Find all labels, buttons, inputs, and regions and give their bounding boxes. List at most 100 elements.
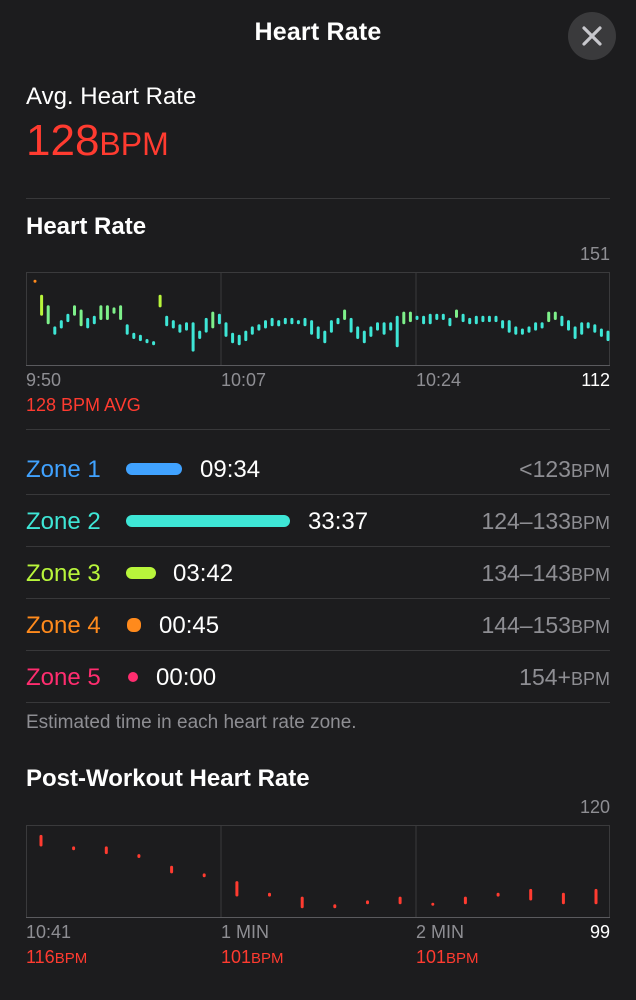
chart-bar xyxy=(463,896,467,905)
chart-bar xyxy=(217,313,221,325)
chart-bar xyxy=(329,320,333,333)
zone-bar xyxy=(126,463,182,475)
chart-bar xyxy=(343,309,347,320)
chart-bar xyxy=(527,326,531,333)
chart-bar xyxy=(428,313,432,325)
chart-bar xyxy=(119,305,123,320)
zone-range-unit: BPM xyxy=(570,617,610,637)
chart-bar xyxy=(72,846,76,851)
chart-bar xyxy=(468,317,472,325)
chart-bar xyxy=(448,317,452,327)
chart-bar xyxy=(237,334,241,346)
post-sub-unit: BPM xyxy=(251,950,284,967)
chart-bar xyxy=(362,330,366,344)
zone-row-4: Zone 4 00:45 144–153BPM xyxy=(26,599,610,651)
zone-row-2: Zone 2 33:37 124–133BPM xyxy=(26,495,610,547)
post-sub-unit: BPM xyxy=(446,950,479,967)
chart-bar xyxy=(376,322,379,331)
chart-bar xyxy=(349,317,353,333)
chart-bar xyxy=(336,317,340,325)
chart-bar xyxy=(178,324,182,333)
divider xyxy=(26,650,610,651)
chart-bar xyxy=(170,865,174,874)
chart-bar xyxy=(244,330,248,342)
chart-bar xyxy=(573,326,577,339)
chart-bar xyxy=(231,332,235,344)
zone-range: 134–143BPM xyxy=(481,560,610,587)
chart-bar xyxy=(296,320,300,325)
chart-bar xyxy=(398,896,402,905)
close-button[interactable] xyxy=(568,12,616,60)
zone-range: <123BPM xyxy=(519,456,610,483)
divider xyxy=(26,598,610,599)
chart-bar xyxy=(389,322,393,331)
post-workout-chart-title: Post-Workout Heart Rate xyxy=(26,765,310,792)
zone-row-1: Zone 1 09:34 <123BPM xyxy=(26,443,610,495)
divider xyxy=(26,198,610,199)
chart-bar xyxy=(277,320,281,327)
chart-bar xyxy=(39,834,43,847)
zone-name: Zone 5 xyxy=(26,664,101,691)
post-sub-unit: BPM xyxy=(54,950,88,967)
chart-bar xyxy=(73,305,76,316)
chart-bar xyxy=(461,313,465,323)
hr-avg-label: 128 BPM AVG xyxy=(26,395,141,415)
chart-bar xyxy=(431,902,435,906)
chart-bar xyxy=(560,315,564,327)
chart-bar xyxy=(40,294,44,316)
chart-bar xyxy=(580,322,584,335)
chart-bar xyxy=(316,326,320,339)
post-y-max-label: 120 xyxy=(579,797,610,817)
chart-bar xyxy=(53,326,57,335)
zone-range-value: <123 xyxy=(519,456,571,482)
divider xyxy=(26,494,610,495)
zone-bar xyxy=(127,618,141,632)
hr-y-max-label: 151 xyxy=(579,244,610,264)
chart-bar xyxy=(514,326,518,335)
post-y-min-label: 99 xyxy=(589,922,610,942)
chart-bar xyxy=(561,892,565,905)
chart-bar xyxy=(202,873,206,878)
chart-bar xyxy=(507,320,511,333)
zones-footnote: Estimated time in each heart rate zone. xyxy=(26,712,357,733)
chart-bar xyxy=(33,279,37,283)
avg-heart-rate-number: 128 xyxy=(26,116,100,165)
chart-bar xyxy=(586,322,590,329)
avg-heart-rate-value: 128BPM xyxy=(26,116,169,166)
divider xyxy=(26,702,610,703)
zone-range-value: 144–153 xyxy=(481,612,571,638)
chart-bar xyxy=(224,322,228,337)
zone-row-5: Zone 5 00:00 154+BPM xyxy=(26,651,610,703)
zone-time: 03:42 xyxy=(173,560,234,587)
post-sub-number: 101 xyxy=(221,947,252,967)
chart-bar xyxy=(599,328,603,337)
chart-bar xyxy=(92,315,96,325)
chart-bar xyxy=(125,324,129,335)
zone-range-value: 134–143 xyxy=(481,560,571,586)
chart-bar xyxy=(356,326,360,339)
chart-bar xyxy=(422,315,426,325)
chart-bar xyxy=(547,311,551,323)
post-sub-value-1: 116BPM xyxy=(26,947,87,968)
post-sub-number: 116 xyxy=(26,947,55,967)
chart-bar xyxy=(567,320,570,331)
chart-bar xyxy=(481,315,485,323)
zone-name: Zone 4 xyxy=(26,612,101,639)
chart-bar xyxy=(283,317,287,325)
chart-bar xyxy=(455,309,458,318)
chart-bar xyxy=(540,322,544,329)
chart-bar xyxy=(86,317,90,329)
chart-bar xyxy=(185,322,188,331)
chart-bar xyxy=(593,324,597,333)
chart-bar xyxy=(290,317,294,325)
chart-bar xyxy=(138,334,142,342)
zone-row-3: Zone 3 03:42 134–143BPM xyxy=(26,547,610,599)
hr-chart-frame xyxy=(26,272,610,366)
heart-rate-chart-title: Heart Rate xyxy=(26,213,147,240)
post-x-label-3: 2 MIN xyxy=(416,922,465,942)
chart-bar xyxy=(59,320,63,329)
chart-bar xyxy=(112,307,116,314)
zone-bar xyxy=(126,567,156,579)
header-title: Heart Rate xyxy=(254,18,382,46)
chart-bar xyxy=(235,881,239,897)
